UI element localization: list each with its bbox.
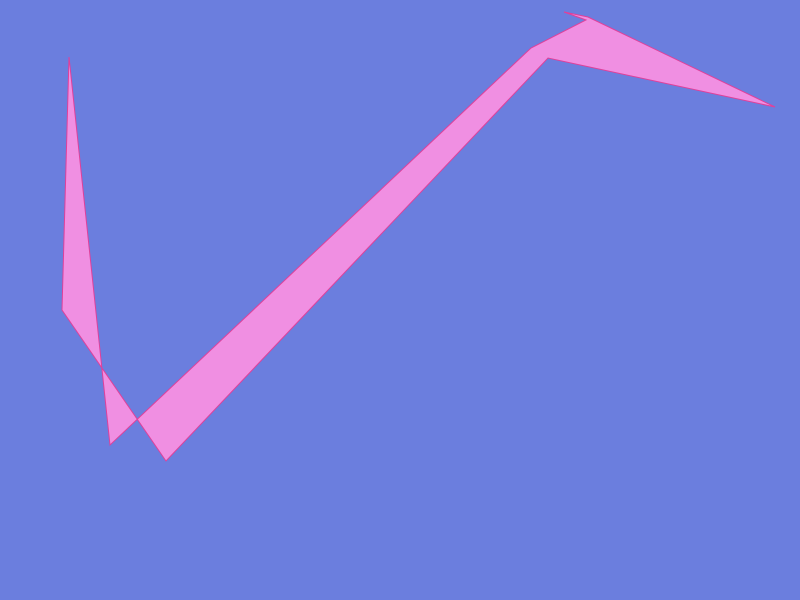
pink-zigzag-polygon <box>61 11 776 462</box>
